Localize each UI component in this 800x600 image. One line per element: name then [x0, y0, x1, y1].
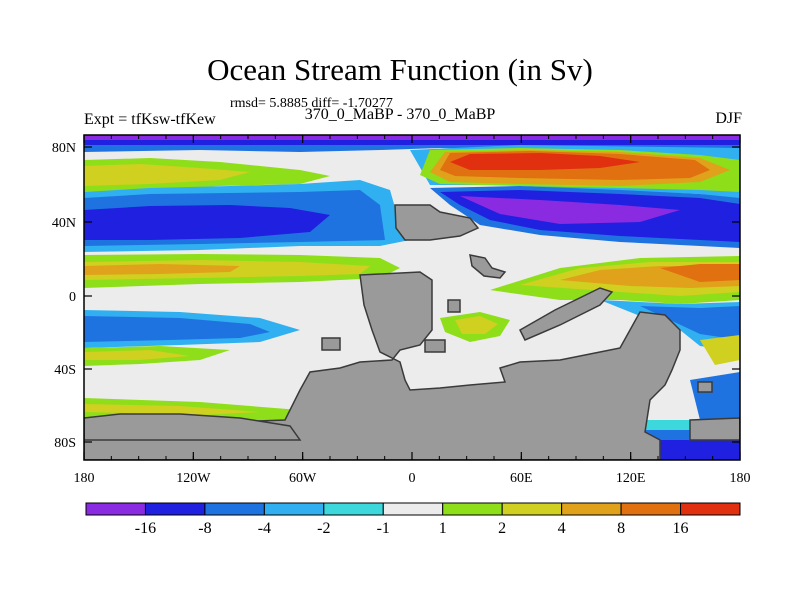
colorbar-label: -4 [258, 520, 271, 537]
colorbar-swatch [323, 502, 384, 516]
x-tick-label: 60W [289, 471, 317, 486]
x-axis: 180 120W 60W 0 60E 120E 180 [74, 135, 751, 486]
colorbar-swatch [85, 502, 146, 516]
y-tick-label: 40N [52, 216, 76, 231]
colorbar-label: 2 [498, 520, 506, 537]
x-tick-label: 180 [730, 471, 751, 486]
x-tick-label: 0 [409, 471, 416, 486]
colorbar-label: 16 [673, 520, 689, 537]
colorbar-label: -16 [135, 520, 156, 537]
colorbar-label: -8 [198, 520, 211, 537]
colorbar-swatch [204, 502, 265, 516]
colorbar-swatch [382, 502, 444, 516]
colorbar-swatch [442, 502, 503, 516]
colorbar-swatch [501, 502, 563, 516]
y-axis: 80N 40N 0 40S 80S [52, 141, 740, 451]
y-tick-label: 80S [54, 436, 76, 451]
colorbar-swatch [263, 502, 325, 516]
y-tick-label: 40S [54, 363, 76, 378]
colorbar: -16 -8 -4 -2 -1 1 2 4 8 16 [85, 502, 741, 537]
x-tick-label: 60E [510, 471, 533, 486]
x-tick-label: 120W [176, 471, 211, 486]
y-tick-label: 80N [52, 141, 76, 156]
colorbar-swatch [144, 502, 206, 516]
colorbar-label: -1 [377, 520, 390, 537]
colorbar-label: 8 [617, 520, 625, 537]
colorbar-label: -2 [317, 520, 330, 537]
colorbar-label: 4 [558, 520, 566, 537]
experiment-label: Expt = tfKsw-tfKew [84, 111, 216, 128]
land-masses [84, 204, 740, 460]
x-tick-label: 120E [616, 471, 646, 486]
plot-title: Ocean Stream Function (in Sv) [207, 52, 593, 87]
season-label: DJF [715, 110, 742, 127]
x-tick-label: 180 [74, 471, 95, 486]
colorbar-swatch [620, 502, 682, 516]
colorbar-swatch [680, 502, 741, 516]
case-label: 370_0_MaBP - 370_0_MaBP [304, 106, 496, 123]
colorbar-swatch [561, 502, 622, 516]
colorbar-label: 1 [439, 520, 447, 537]
y-tick-label: 0 [69, 290, 76, 305]
map-field [84, 135, 740, 460]
stats-line: rmsd= 5.8885 diff= -1.70277 [230, 96, 393, 111]
